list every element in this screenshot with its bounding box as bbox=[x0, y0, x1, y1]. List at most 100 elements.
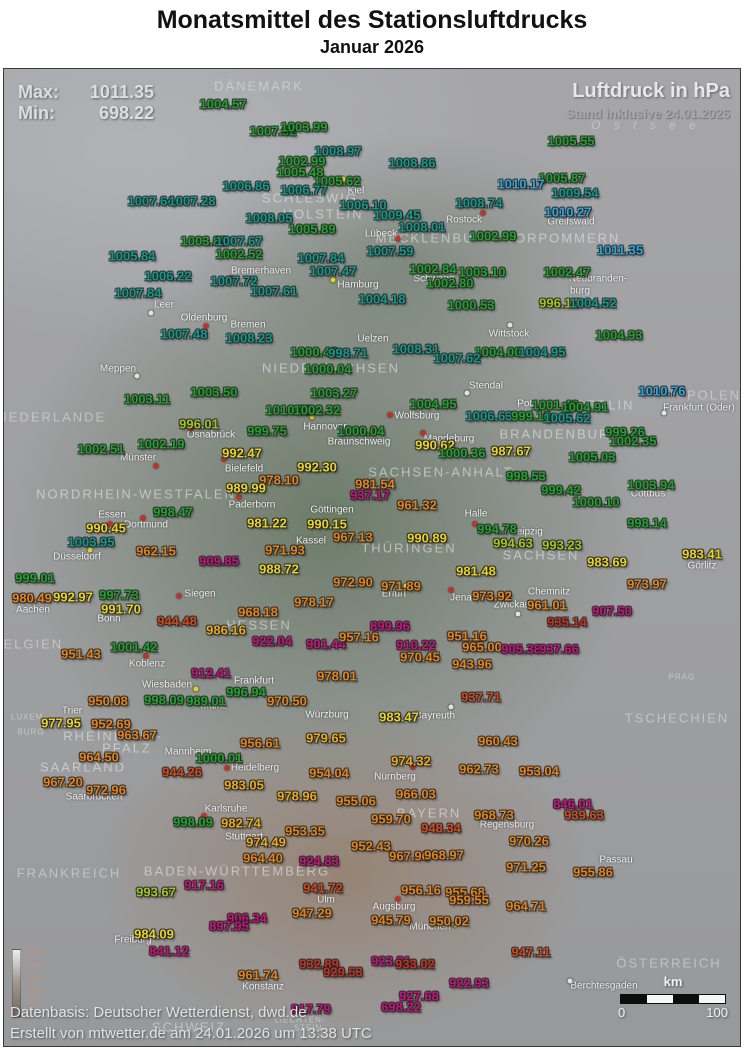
city-label: Koblenz bbox=[128, 658, 166, 670]
station-value: 1008.74 bbox=[455, 195, 503, 211]
scale-unit-label: km bbox=[663, 974, 683, 989]
station-value: 935.14 bbox=[547, 614, 587, 630]
station-dot bbox=[395, 236, 401, 242]
station-dot bbox=[448, 704, 454, 710]
station-value: 990.89 bbox=[407, 530, 447, 546]
station-value: 952.43 bbox=[351, 838, 391, 854]
region-label: BERLIN bbox=[575, 397, 635, 413]
city-label: Bremen bbox=[230, 319, 266, 331]
city-label: Berchtesgaden bbox=[570, 980, 638, 992]
station-value: 947.29 bbox=[292, 905, 332, 921]
station-value: 944.48 bbox=[157, 613, 197, 629]
station-value: 953.35 bbox=[285, 823, 325, 839]
station-value: 899.96 bbox=[370, 618, 410, 634]
city-label: Konstanz bbox=[242, 981, 284, 993]
station-value: 912.41 bbox=[191, 665, 231, 681]
station-value: 990.15 bbox=[307, 516, 347, 532]
station-value: 1008.31 bbox=[392, 341, 440, 357]
station-value: 960.43 bbox=[478, 733, 518, 749]
city-label: Würzburg bbox=[305, 709, 349, 721]
station-value: 971.25 bbox=[506, 859, 546, 875]
credits: Datenbasis: Deutscher Wetterdienst, dwd.… bbox=[10, 1002, 372, 1044]
station-value: 972.90 bbox=[333, 574, 373, 590]
station-value: 957.16 bbox=[339, 629, 379, 645]
station-value: 992.47 bbox=[222, 445, 262, 461]
station-value: 1007.92 bbox=[249, 123, 297, 139]
station-value: 1000.46 bbox=[290, 344, 338, 360]
station-value: 909.85 bbox=[199, 553, 239, 569]
station-value: 945.79 bbox=[371, 912, 411, 928]
station-value: 1000.36 bbox=[438, 445, 486, 461]
station-value: 999.26 bbox=[605, 424, 645, 440]
station-value: 968.97 bbox=[424, 847, 464, 863]
station-value: 964.71 bbox=[506, 898, 546, 914]
region-label: SACHSEN-ANHALT bbox=[368, 464, 514, 480]
station-value: 983.41 bbox=[682, 546, 722, 562]
page-subtitle: Januar 2026 bbox=[319, 37, 425, 57]
scale-start: 0 bbox=[618, 1005, 626, 1020]
station-value: 1003.50 bbox=[190, 384, 238, 400]
station-value: 978.17 bbox=[294, 594, 334, 610]
station-value: 1005.03 bbox=[568, 449, 616, 465]
region-label: SCHWEIZ bbox=[152, 1019, 226, 1035]
city-label: Erfurt bbox=[381, 588, 407, 600]
station-value: 941.72 bbox=[303, 880, 343, 896]
city-label: Düsseldorf bbox=[53, 551, 101, 563]
station-value: 970.50 bbox=[267, 693, 307, 709]
station-value: 1003.85 bbox=[180, 233, 228, 249]
station-value: 980.49 bbox=[12, 590, 52, 606]
station-value: 979.65 bbox=[306, 730, 346, 746]
station-dot bbox=[176, 593, 182, 599]
region-label: THÜRINGEN bbox=[361, 540, 457, 556]
station-value: 1004.91 bbox=[561, 399, 609, 415]
city-label: Bayreuth bbox=[414, 710, 456, 722]
station-value: 973.97 bbox=[627, 576, 667, 592]
min-label: Min: bbox=[18, 103, 55, 123]
city-label: Zwickau bbox=[493, 599, 531, 611]
station-value: 983.69 bbox=[587, 554, 627, 570]
station-value: 962.73 bbox=[459, 761, 499, 777]
station-value: 983.47 bbox=[379, 709, 419, 725]
station-value: 923.21 bbox=[371, 953, 411, 969]
region-label: BAYERN bbox=[396, 805, 462, 821]
station-value: 1002.84 bbox=[409, 261, 457, 277]
station-value: 984.09 bbox=[134, 926, 174, 942]
station-value: 1002.47 bbox=[543, 264, 591, 280]
station-dot bbox=[188, 426, 194, 432]
max-row: Max: 1011.35 bbox=[18, 82, 154, 103]
credit-line-1: Datenbasis: Deutscher Wetterdienst, dwd.… bbox=[10, 1004, 307, 1021]
city-label: Bonn bbox=[97, 613, 121, 625]
station-value: 998.09 bbox=[144, 692, 184, 708]
station-value: 1002.52 bbox=[215, 246, 263, 262]
station-value: 981.22 bbox=[247, 515, 287, 531]
status-label: Stand inklusive 24.01.2026 bbox=[565, 106, 730, 121]
station-value: 998.53 bbox=[506, 468, 546, 484]
city-label: Frankfurt (Oder) bbox=[663, 402, 735, 414]
station-dot bbox=[201, 813, 207, 819]
city-label: Jena bbox=[450, 592, 472, 604]
station-dot bbox=[340, 176, 346, 182]
station-dot bbox=[107, 521, 113, 527]
station-dot bbox=[140, 515, 146, 521]
station-value: 998.09 bbox=[173, 814, 213, 830]
station-value: 1004.95 bbox=[518, 344, 566, 360]
station-value: 983.05 bbox=[224, 777, 264, 793]
city-label: Paderborn bbox=[228, 499, 276, 511]
station-value: 973.92 bbox=[472, 588, 512, 604]
min-row: Min: 698.22 bbox=[18, 103, 154, 124]
station-value: 1003.27 bbox=[310, 385, 358, 401]
station-dot bbox=[420, 430, 426, 436]
station-value: 999.75 bbox=[247, 423, 287, 439]
station-value: 1007.47 bbox=[309, 263, 357, 279]
station-value: 1000.04 bbox=[337, 423, 385, 439]
station-value: 992.97 bbox=[53, 589, 93, 605]
station-value: 963.67 bbox=[117, 727, 157, 743]
station-value: 961.74 bbox=[238, 967, 278, 983]
station-value: 981.48 bbox=[456, 563, 496, 579]
city-label: Siegen bbox=[184, 588, 216, 600]
station-value: 910.22 bbox=[396, 637, 436, 653]
station-value: 968.73 bbox=[474, 807, 514, 823]
station-value: 1004.93 bbox=[595, 327, 643, 343]
station-value: 1005.84 bbox=[108, 248, 156, 264]
station-value: 1008.05 bbox=[245, 210, 293, 226]
